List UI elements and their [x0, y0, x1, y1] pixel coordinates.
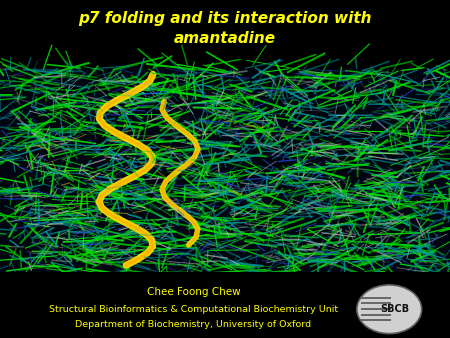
Text: SBCB: SBCB [381, 304, 410, 314]
Circle shape [357, 285, 422, 334]
Text: p7 folding and its interaction with: p7 folding and its interaction with [78, 11, 372, 26]
Bar [0, 68, 450, 272]
Text: Structural Bioinformatics & Computational Biochemistry Unit: Structural Bioinformatics & Computationa… [49, 305, 338, 314]
Text: Chee Foong Chew: Chee Foong Chew [147, 287, 240, 297]
Text: Department of Biochemistry, University of Oxford: Department of Biochemistry, University o… [76, 320, 311, 329]
Text: amantadine: amantadine [174, 31, 276, 46]
Bar [0, 272, 450, 338]
